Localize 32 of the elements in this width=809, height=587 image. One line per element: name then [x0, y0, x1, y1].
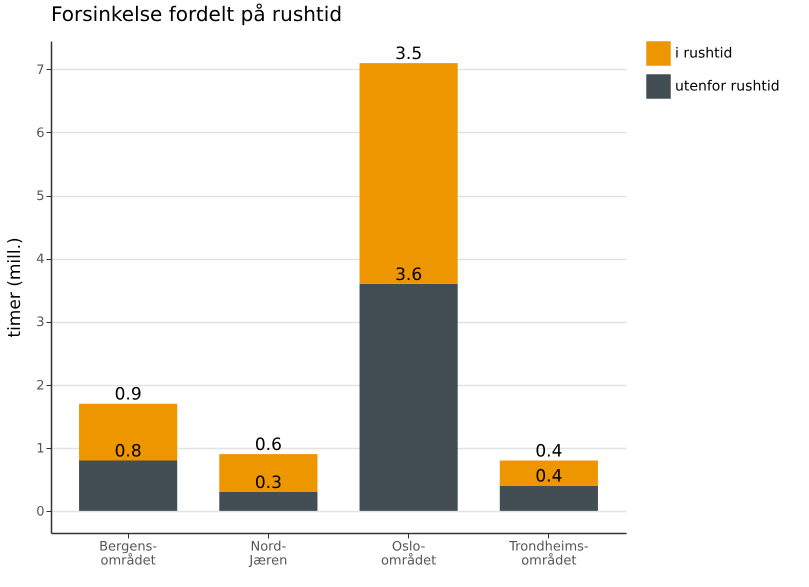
- bar: [360, 63, 458, 284]
- legend-label: i rushtid: [675, 46, 732, 62]
- y-tick-label: 2: [36, 378, 44, 394]
- legend-label: utenfor rushtid: [675, 78, 780, 94]
- data-label: 3.6: [395, 264, 422, 285]
- data-label: 0.3: [254, 473, 282, 493]
- x-tick-label: Trondheims-området: [508, 540, 589, 568]
- bar: [500, 460, 598, 486]
- bar: [360, 284, 458, 511]
- x-tick-label: Nord-Jæren: [248, 540, 288, 568]
- y-tick-label: 0: [36, 504, 44, 520]
- y-tick-label: 5: [36, 189, 44, 204]
- y-tick-label: 3: [36, 315, 44, 330]
- chart-title: Forsinkelse fordelt på rushtid: [51, 2, 342, 26]
- y-tick-label: 1: [36, 441, 44, 456]
- y-tick-label: 4: [36, 252, 44, 268]
- data-label: 0.4: [535, 466, 562, 487]
- bar: [79, 460, 178, 511]
- bar: [219, 454, 318, 492]
- data-label: 0.9: [114, 384, 142, 405]
- y-tick-label: 6: [36, 126, 44, 141]
- data-label: 0.6: [254, 435, 282, 456]
- y-axis-title: timer (mill.): [5, 237, 26, 338]
- y-tick-label: 7: [36, 62, 44, 78]
- bar: [219, 492, 318, 511]
- data-label: 0.4: [535, 441, 562, 462]
- bar: [500, 486, 598, 511]
- data-label: 0.8: [114, 441, 142, 462]
- x-tick-label: Bergens-området: [99, 540, 158, 568]
- bar: [79, 404, 178, 460]
- x-tick-label: Oslo-området: [380, 540, 436, 568]
- data-label: 3.5: [395, 44, 422, 64]
